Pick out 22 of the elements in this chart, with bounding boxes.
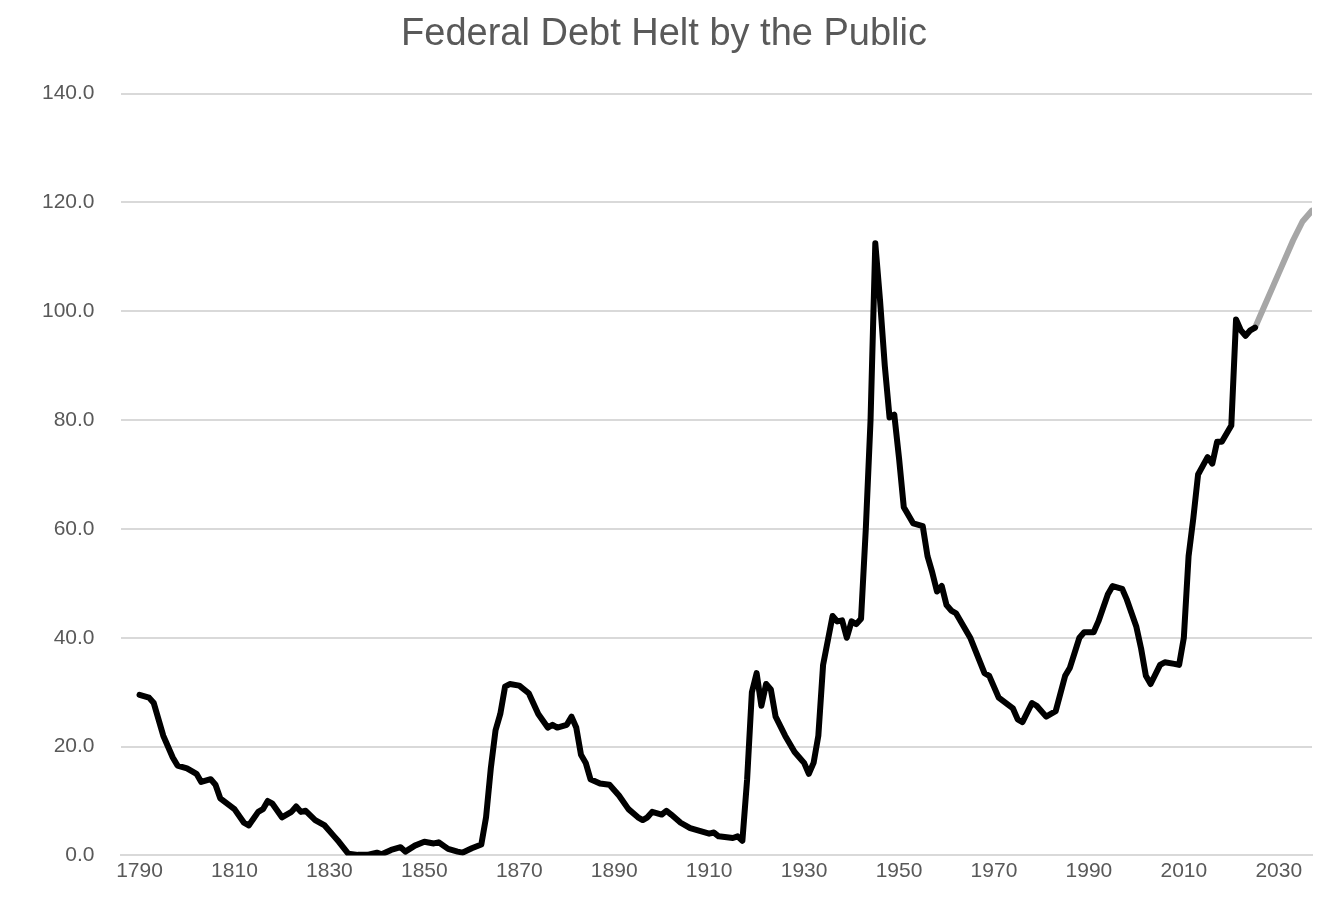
x-tick-label: 1790 [116,857,163,881]
x-tick-label: 1990 [1065,857,1113,881]
x-tick-label: 1870 [495,857,543,881]
x-tick-label: 1910 [685,857,733,881]
x-tick-label: 1970 [970,857,1018,881]
x-tick-label: 1850 [400,857,448,881]
x-tick-label: 1890 [590,857,638,881]
y-tick-label: 140.0 [41,80,95,104]
chart-title: Federal Debt Helt by the Public [401,11,927,54]
y-tick-label: 40.0 [53,624,95,648]
x-tick-label: 1930 [780,857,828,881]
x-tick-label: 1830 [306,857,353,881]
x-tick-label: 1810 [211,857,258,881]
y-tick-label: 20.0 [53,733,95,757]
y-tick-label: 60.0 [53,515,95,539]
x-tick-label: 2010 [1160,857,1208,881]
y-tick-label: 80.0 [53,406,95,430]
y-tick-label: 0.0 [65,842,95,866]
x-tick-label: 2030 [1255,857,1303,881]
x-tick-label: 1950 [875,857,923,881]
y-tick-label: 120.0 [41,189,95,213]
y-tick-label: 100.0 [41,298,95,322]
